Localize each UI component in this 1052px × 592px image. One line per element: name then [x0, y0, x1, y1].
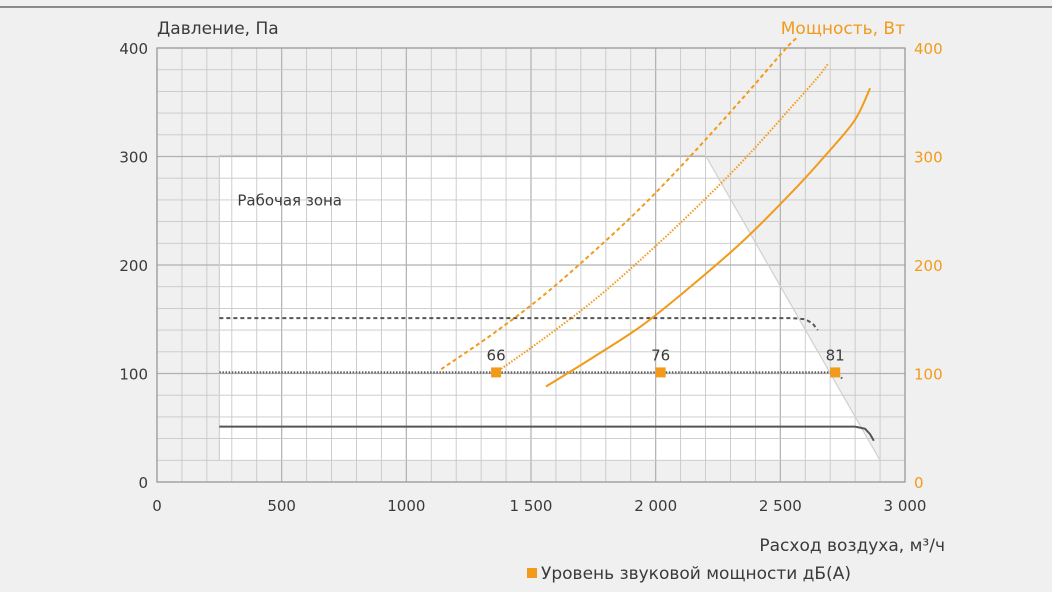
work-zone-label: Рабочая зона: [237, 191, 342, 209]
y-tick-label-left: 100: [119, 366, 148, 384]
y-tick-label-left: 200: [119, 257, 148, 275]
x-tick-label: 1 500: [510, 497, 553, 515]
work-zone-area: [219, 155, 881, 461]
power-curve-dotted: [495, 63, 829, 374]
top-divider: [0, 6, 1052, 8]
power-curve-solid: [545, 87, 871, 388]
x-tick-label: 3 000: [884, 497, 927, 515]
x-tick-label: 1000: [387, 497, 425, 515]
y-tick-label-right: 300: [914, 149, 943, 167]
y-tick-label-right: 400: [914, 40, 943, 58]
pressure-curve-solid: [219, 425, 875, 442]
x-tick-label: 2 000: [634, 497, 677, 515]
y-tick-label-left: 400: [119, 40, 148, 58]
legend-marker-icon: [527, 568, 537, 578]
power-curve-dashed: [440, 36, 799, 370]
pressure-curve-dashed: [219, 317, 819, 331]
sound-level-label: 81: [826, 346, 845, 364]
right-axis-title: Мощность, Вт: [781, 19, 905, 39]
sound-level-marker: [830, 367, 841, 378]
left-axis-title: Давление, Па: [157, 19, 279, 39]
x-tick-label: 0: [152, 497, 162, 515]
y-tick-label-left: 300: [119, 149, 148, 167]
y-tick-label-right: 200: [914, 257, 943, 275]
x-axis-title: Расход воздуха, м³/ч: [759, 536, 945, 556]
x-tick-label: 500: [267, 497, 296, 515]
y-tick-label-right: 0: [914, 474, 924, 492]
sound-level-marker: [491, 367, 502, 378]
work-zone-boundary: [218, 154, 881, 461]
y-tick-label-left: 0: [138, 474, 148, 492]
sound-level-label: 66: [487, 346, 506, 364]
legend-label: Уровень звуковой мощности дБ(А): [541, 564, 851, 584]
sound-level-label: 76: [651, 346, 670, 364]
y-tick-label-right: 100: [914, 366, 943, 384]
plot-frame: [156, 47, 906, 483]
grid-lines: [156, 47, 906, 483]
x-tick-label: 2 500: [759, 497, 802, 515]
sound-level-marker: [655, 367, 666, 378]
